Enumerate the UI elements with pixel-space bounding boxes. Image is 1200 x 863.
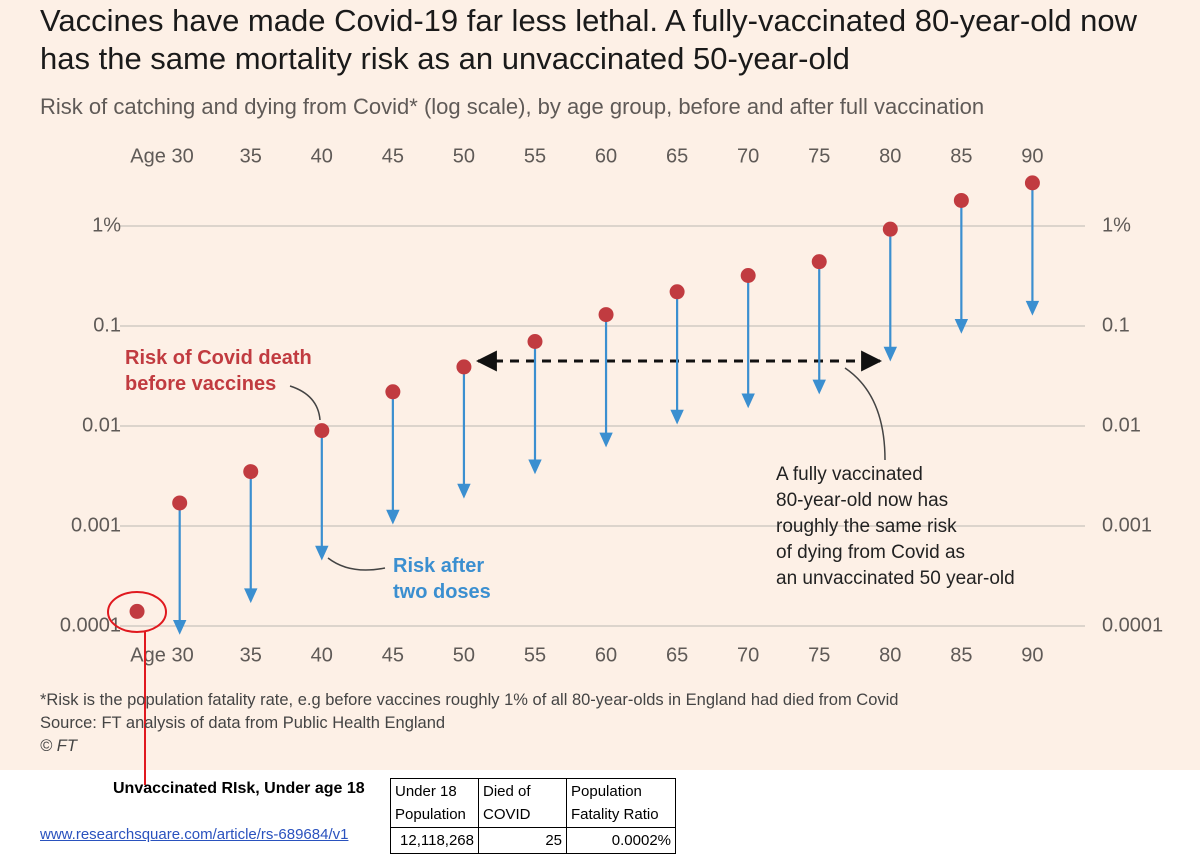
arrow (741, 275, 755, 409)
x-tick-label: 85 (950, 644, 972, 666)
x-tick-label: 65 (666, 145, 688, 167)
y-tick-label: 0.01 (1102, 414, 1141, 436)
highlight-ring (107, 591, 167, 633)
x-tick-label: 35 (240, 145, 262, 167)
y-tick-label: 0.0001 (60, 614, 121, 636)
table-header: Under 18 Population (390, 778, 479, 828)
x-tick-label: Age 30 (130, 644, 193, 666)
x-tick-label: 60 (595, 145, 617, 167)
y-tick-label: 0.001 (1102, 514, 1152, 536)
x-tick-label: 75 (808, 644, 830, 666)
arrow (670, 291, 684, 425)
x-tick-label: 45 (382, 644, 404, 666)
annotation: roughly the same risk (776, 516, 957, 537)
callout-line (289, 385, 321, 421)
x-tick-label: 50 (453, 145, 475, 167)
x-tick-label: 80 (879, 644, 901, 666)
highlight-label: Unvaccinated RIsk, Under age 18 (113, 780, 365, 797)
arrow (954, 200, 969, 334)
callout-line (327, 557, 386, 571)
dot (385, 384, 401, 400)
dot (953, 192, 969, 208)
dot (1024, 175, 1040, 191)
footnote: Source: FT analysis of data from Public … (40, 714, 446, 732)
annotation: A fully vaccinated (776, 464, 923, 485)
footnote: © FT (40, 737, 77, 755)
chart-background (0, 0, 1200, 770)
data-table: Under 18 Population Died of COVID Popula… (390, 778, 676, 854)
dot (243, 464, 259, 480)
source-link[interactable]: www.researchsquare.com/article/rs-689684… (40, 826, 349, 843)
dot (669, 284, 685, 300)
table-cell: 0.0002% (566, 827, 676, 854)
arrow (812, 261, 826, 395)
x-tick-label: 70 (737, 644, 759, 666)
dot (740, 267, 756, 283)
x-tick-label: 40 (311, 644, 333, 666)
table-cell: 25 (478, 827, 567, 854)
x-tick-label: 45 (382, 145, 404, 167)
y-tick-label: 0.1 (93, 314, 121, 336)
series-label: Risk after two doses (393, 555, 491, 603)
arrow (457, 366, 471, 499)
arrow (599, 314, 613, 448)
chart-title: Vaccines have made Covid-19 far less let… (40, 3, 1138, 76)
x-tick-label: Age 30 (130, 145, 193, 167)
x-tick-label: 60 (595, 644, 617, 666)
y-tick-label: 0.01 (82, 414, 121, 436)
x-tick-label: 90 (1021, 644, 1043, 666)
table-header: Died of COVID (478, 778, 567, 828)
footnote: *Risk is the population fatality rate, e… (40, 691, 899, 709)
callout-line (844, 367, 886, 461)
arrow (244, 471, 258, 604)
arrow (172, 502, 187, 635)
x-tick-label: 55 (524, 644, 546, 666)
dot (882, 221, 898, 237)
dot (598, 307, 614, 323)
x-tick-label: 90 (1021, 145, 1043, 167)
dot (811, 254, 827, 270)
series-label: Risk of Covid death before vaccines (125, 347, 312, 395)
x-tick-label: 70 (737, 145, 759, 167)
y-tick-label: 0.0001 (1102, 614, 1163, 636)
x-tick-label: 65 (666, 644, 688, 666)
chart-subtitle: Risk of catching and dying from Covid* (… (40, 94, 985, 119)
annotation: of dying from Covid as (776, 542, 966, 563)
x-tick-label: 75 (808, 145, 830, 167)
annotation: an unvaccinated 50 year-old (776, 568, 1015, 589)
x-tick-label: 50 (453, 644, 475, 666)
y-tick-label: 0.1 (1102, 314, 1130, 336)
x-tick-label: 40 (311, 145, 333, 167)
annotation: 80-year-old now has (776, 490, 949, 511)
dot (172, 495, 188, 511)
table-cell: 12,118,268 (390, 827, 479, 854)
dot (456, 359, 472, 375)
dot (314, 423, 330, 439)
y-tick-label: 1% (92, 214, 121, 236)
y-tick-label: 0.001 (71, 514, 121, 536)
arrow (386, 391, 400, 525)
arrow (528, 341, 542, 475)
arrow (315, 430, 329, 561)
y-tick-label: 1% (1102, 214, 1131, 236)
x-tick-label: 80 (879, 145, 901, 167)
dot (527, 333, 543, 349)
highlight-dot (129, 603, 145, 619)
x-tick-label: 55 (524, 145, 546, 167)
arrow (1025, 182, 1040, 316)
arrow (883, 229, 898, 362)
table-header: Population Fatality Ratio (566, 778, 676, 828)
x-tick-label: 35 (240, 644, 262, 666)
x-tick-label: 85 (950, 145, 972, 167)
